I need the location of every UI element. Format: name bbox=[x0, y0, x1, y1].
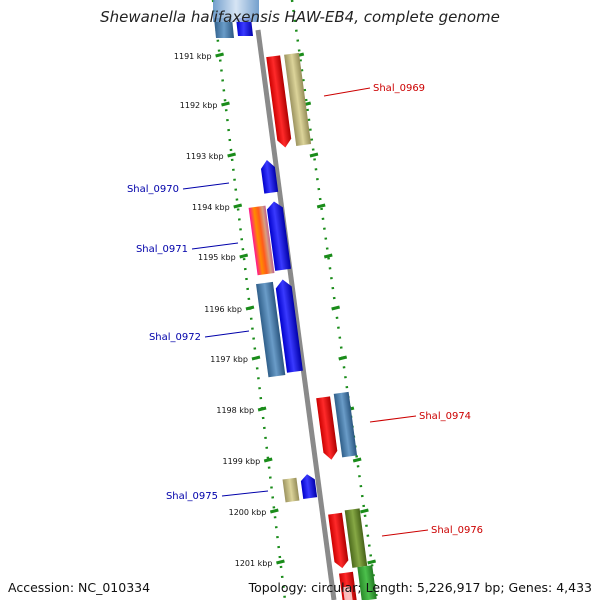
gene-blue-1196[interactable] bbox=[275, 279, 303, 373]
gene-label-shal-0976[interactable]: Shal_0976 bbox=[381, 525, 483, 537]
kbp-tick-right bbox=[323, 253, 333, 259]
kbp-tick bbox=[257, 406, 267, 412]
gene-shal-0969-khaki[interactable] bbox=[284, 52, 312, 146]
gene-shal-0971[interactable] bbox=[248, 205, 275, 276]
gene-label-text[interactable]: Shal_0970 bbox=[127, 184, 179, 195]
gene-shal-0974-red[interactable] bbox=[316, 396, 338, 460]
gene-label-text[interactable]: Shal_0974 bbox=[419, 411, 471, 422]
kbp-tick-label: 1194 kbp bbox=[192, 203, 230, 212]
gene-label-shal-0975[interactable]: Shal_0975 bbox=[166, 490, 269, 502]
leader-line bbox=[191, 242, 239, 250]
right-dotted-track bbox=[290, 0, 379, 600]
gene-bottom-green-partial[interactable] bbox=[357, 565, 377, 600]
kbp-tick bbox=[263, 457, 273, 463]
page-title: Shewanella halifaxensis HAW-EB4, complet… bbox=[100, 8, 500, 26]
genome-backbone bbox=[255, 29, 337, 600]
gene-label-text[interactable]: Shal_0971 bbox=[136, 244, 188, 255]
gene-blue-1195[interactable] bbox=[266, 200, 292, 271]
gene-label-text[interactable]: Shal_0969 bbox=[373, 83, 425, 94]
leader-line bbox=[182, 182, 230, 190]
kbp-tick-label: 1195 kbp bbox=[198, 253, 236, 262]
kbp-tick-label: 1200 kbp bbox=[229, 508, 267, 517]
gene-shal-0975[interactable] bbox=[282, 477, 300, 503]
gene-label-text[interactable]: Shal_0976 bbox=[431, 525, 483, 536]
kbp-tick-right bbox=[352, 457, 362, 463]
kbp-tick-right bbox=[331, 305, 340, 311]
kbp-tick bbox=[269, 508, 279, 514]
gene-shal-0976-olive[interactable] bbox=[344, 508, 368, 568]
gene-shal-0976-red[interactable] bbox=[328, 512, 349, 569]
gene-label-shal-0970[interactable]: Shal_0970 bbox=[127, 182, 230, 195]
leader-line bbox=[323, 87, 371, 97]
leader-line bbox=[221, 490, 269, 497]
gene-label-shal-0974[interactable]: Shal_0974 bbox=[369, 411, 471, 423]
gene-shal-0970[interactable] bbox=[260, 159, 279, 194]
kbp-tick-right bbox=[316, 203, 326, 209]
gene-label-text[interactable]: Shal_0975 bbox=[166, 491, 218, 502]
kbp-tick bbox=[215, 52, 224, 58]
accession-label: Accession: NC_010334 bbox=[8, 580, 151, 595]
kbp-tick-label: 1196 kbp bbox=[204, 305, 242, 314]
kbp-tick-label: 1198 kbp bbox=[216, 406, 254, 415]
gene-labels: Shal_0969 Shal_0970 Shal_0971 Shal_0972 Shal… bbox=[127, 83, 483, 537]
kbp-tick bbox=[276, 559, 285, 565]
kbp-tick-right bbox=[367, 559, 376, 565]
kbp-tick bbox=[227, 152, 236, 158]
gene-blue-1199[interactable] bbox=[300, 473, 318, 499]
kbp-tick bbox=[233, 203, 243, 209]
gene-shal-0969-red[interactable] bbox=[266, 55, 292, 148]
kbp-tick bbox=[251, 355, 261, 361]
gene-shal-0974-steel[interactable] bbox=[333, 391, 358, 458]
kbp-tick-label: 1192 kbp bbox=[180, 101, 218, 110]
leader-line bbox=[369, 415, 417, 423]
kbp-tick-label: 1201 kbp bbox=[235, 559, 273, 568]
left-dotted-track bbox=[211, 0, 287, 600]
leader-line bbox=[204, 330, 250, 338]
kbp-tick-label: 1197 kbp bbox=[210, 355, 248, 364]
genome-summary: Topology: circular; Length: 5,226,917 bp… bbox=[248, 580, 592, 595]
leader-line bbox=[381, 529, 429, 537]
kbp-tick-label: 1199 kbp bbox=[222, 457, 260, 466]
kbp-scale: 1191 kbp 1192 kbp 1193 kbp 1194 kbp 1195 kbp… bbox=[174, 52, 376, 568]
gene-label-shal-0969[interactable]: Shal_0969 bbox=[323, 83, 425, 97]
gene-top-left-partial[interactable] bbox=[213, 0, 259, 38]
kbp-tick-right bbox=[360, 508, 369, 514]
kbp-tick-right bbox=[338, 355, 348, 361]
gene-label-shal-0971[interactable]: Shal_0971 bbox=[136, 242, 239, 255]
gene-label-shal-0972[interactable]: Shal_0972 bbox=[149, 330, 250, 343]
kbp-tick bbox=[245, 305, 255, 311]
kbp-tick-right bbox=[309, 152, 319, 158]
kbp-tick bbox=[239, 253, 249, 259]
kbp-tick bbox=[221, 101, 230, 107]
gene-shal-0972[interactable] bbox=[256, 281, 286, 378]
kbp-tick-label: 1191 kbp bbox=[174, 52, 212, 61]
kbp-tick-label: 1193 kbp bbox=[186, 152, 224, 161]
gene-label-text[interactable]: Shal_0972 bbox=[149, 332, 201, 343]
